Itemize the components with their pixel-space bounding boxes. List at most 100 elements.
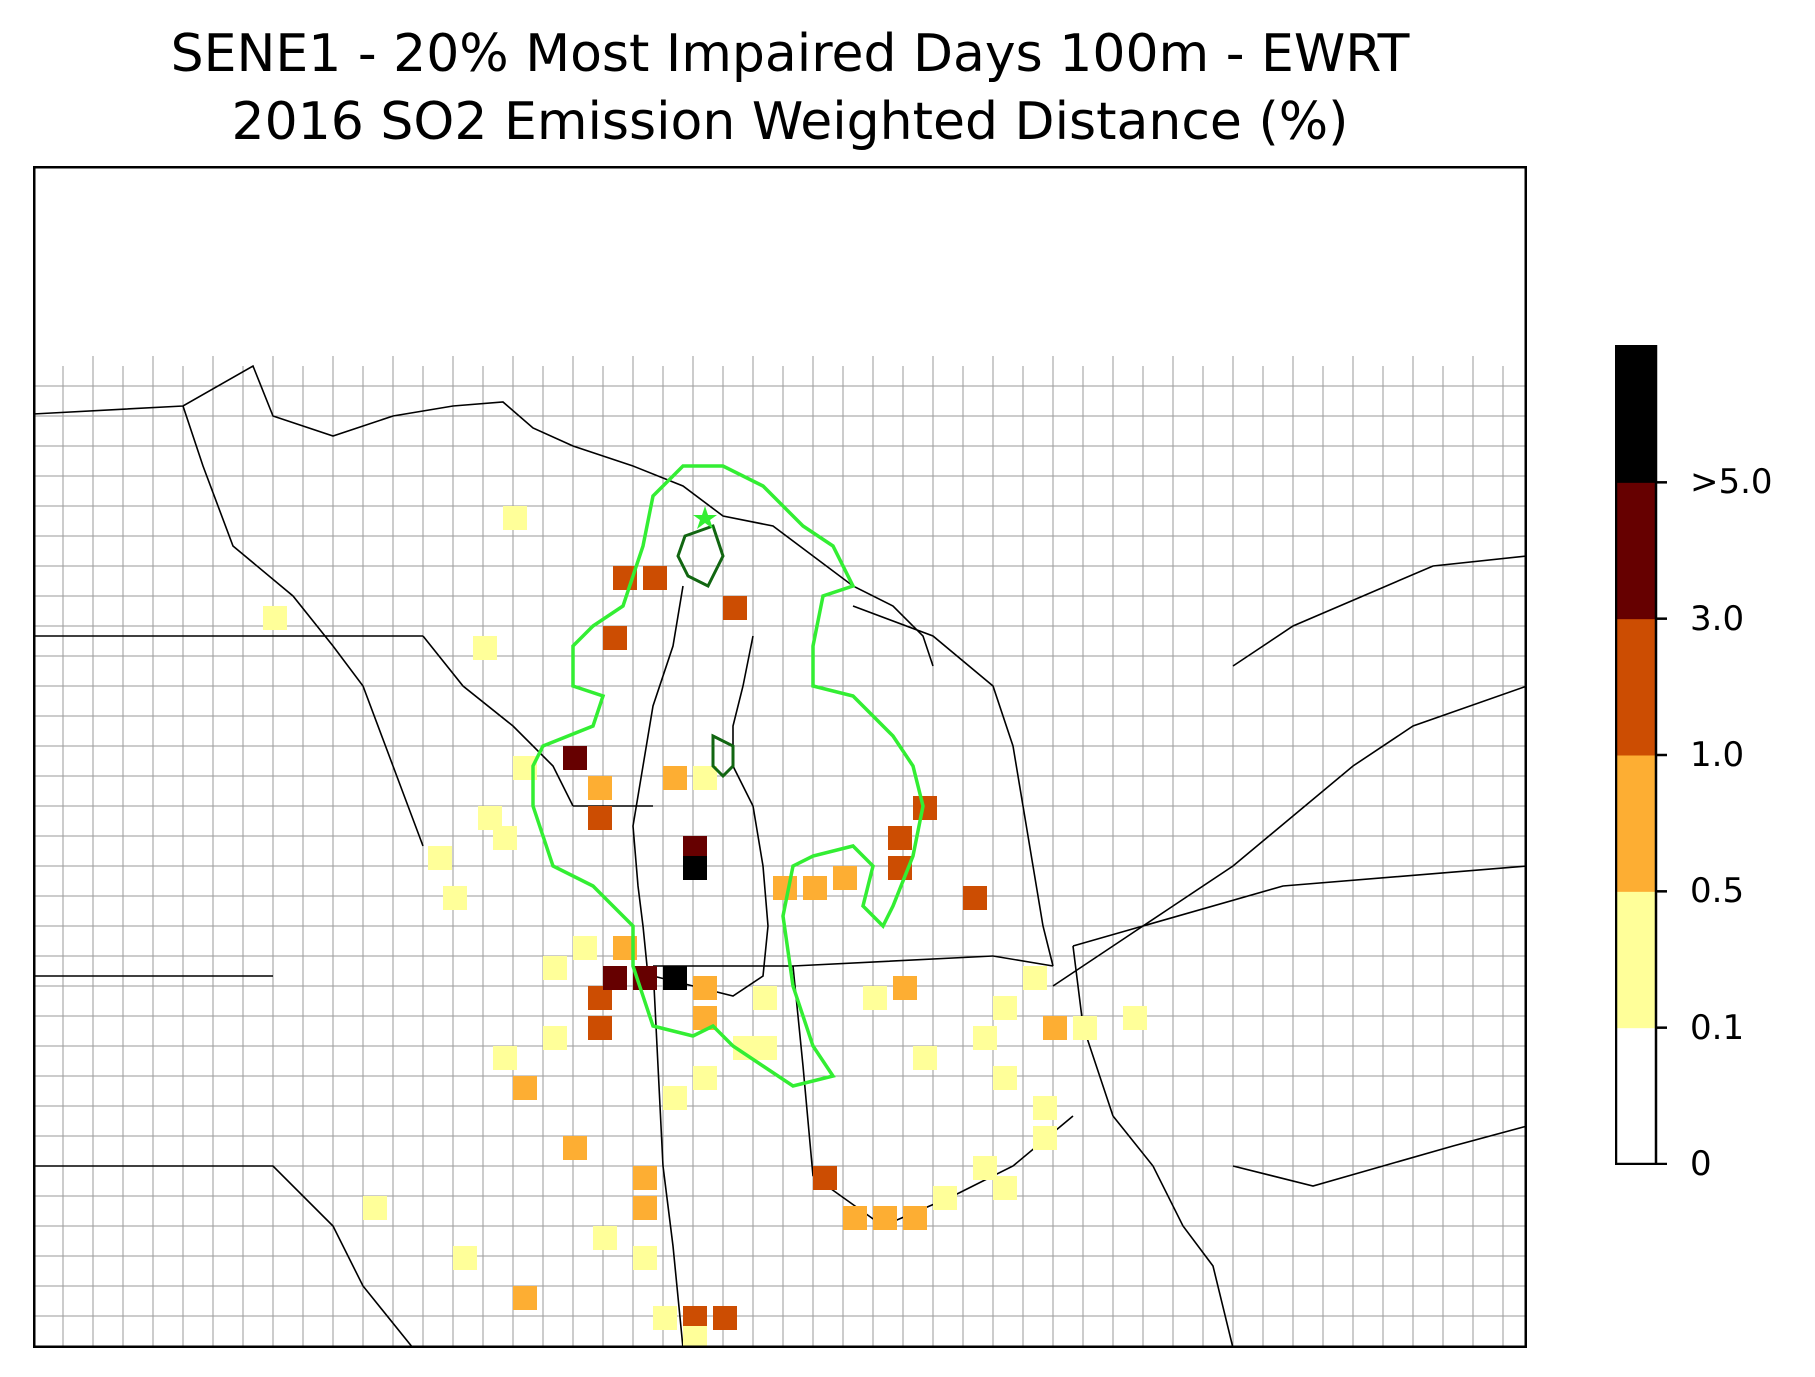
colorbar-tick-label: 0.1 <box>1690 1007 1745 1048</box>
emission-map <box>33 166 1527 1348</box>
emission-cell <box>753 986 777 1010</box>
emission-cell <box>713 1306 737 1330</box>
emission-cell <box>993 1176 1017 1200</box>
contour-inner-south <box>711 733 735 779</box>
emission-cell <box>428 846 452 870</box>
emission-cell <box>443 886 467 910</box>
emission-cell <box>543 956 567 980</box>
county-grid <box>33 356 1527 1348</box>
colorbar-tick-label: >5.0 <box>1690 462 1773 503</box>
map-background <box>33 166 1527 1348</box>
emission-cell <box>633 1246 657 1270</box>
emission-cell <box>603 966 627 990</box>
chart-title-line2: 2016 SO2 Emission Weighted Distance (%) <box>231 92 1349 152</box>
colorbar-tick-label: 3.0 <box>1690 598 1745 639</box>
emission-cell <box>1043 1016 1067 1040</box>
emission-cell <box>693 976 717 1000</box>
colorbar-segment <box>1616 891 1656 1029</box>
emission-cell <box>683 1326 707 1348</box>
state-line-ia-wi-il <box>422 635 574 807</box>
emission-cell <box>653 1306 677 1330</box>
emission-cell <box>693 1066 717 1090</box>
emission-cell <box>493 1046 517 1070</box>
emission-cell <box>663 766 687 790</box>
colorbar-segment <box>1616 755 1656 892</box>
emission-cell <box>803 876 827 900</box>
emission-cell <box>873 1206 897 1230</box>
emission-cell <box>913 1046 937 1070</box>
colorbar-tick-label: 1.0 <box>1690 735 1745 775</box>
emission-cell <box>723 596 747 620</box>
emission-cell <box>503 506 527 530</box>
emission-cell <box>893 976 917 1000</box>
contour-inner-north <box>676 524 725 589</box>
emission-cell <box>833 866 857 890</box>
emission-cell <box>603 626 627 650</box>
lake-ontario-shore <box>1232 555 1527 667</box>
emission-cell <box>633 1196 657 1220</box>
colorbar <box>1615 345 1667 1165</box>
colorbar-segment <box>1616 1027 1656 1165</box>
emission-cell <box>963 886 987 910</box>
emission-cell <box>588 806 612 830</box>
emission-cell <box>1033 1096 1057 1120</box>
state-line-pa-ny <box>1072 865 1527 947</box>
lake-michigan-west-shore <box>632 585 684 977</box>
emission-cell <box>473 636 497 660</box>
emission-cell <box>813 1166 837 1190</box>
emission-cell <box>683 856 707 880</box>
emission-cell <box>843 1206 867 1230</box>
emission-cell <box>573 936 597 960</box>
lake-huron-shore <box>852 605 1054 967</box>
emission-cell <box>493 826 517 850</box>
colorbar-segment <box>1616 346 1656 483</box>
emission-cell <box>903 1206 927 1230</box>
emission-cell <box>773 876 797 900</box>
emission-cell <box>1033 1126 1057 1150</box>
emission-cell <box>263 606 287 630</box>
colorbar-tick-label: 0.5 <box>1690 871 1745 912</box>
emission-cell <box>993 996 1017 1020</box>
emission-cell <box>643 566 667 590</box>
emission-cell <box>1073 1016 1097 1040</box>
emission-cell <box>913 796 937 820</box>
state-line-va-md <box>1232 1125 1527 1187</box>
emission-cell <box>363 1196 387 1220</box>
colorbar-segment <box>1616 618 1656 756</box>
contour-outer <box>531 464 925 1088</box>
emission-cell <box>563 1136 587 1160</box>
emission-cell <box>588 776 612 800</box>
emission-cell <box>993 1066 1017 1090</box>
emission-cell <box>863 986 887 1010</box>
emission-cell <box>888 826 912 850</box>
state-line-il-in <box>652 965 684 1348</box>
lake-erie-shore <box>1052 685 1527 987</box>
state-line-mi-oh <box>992 955 1054 967</box>
colorbar-segment <box>1616 482 1656 620</box>
state-line-mn-wi <box>182 405 424 847</box>
lake-michigan-east-shore <box>652 635 769 997</box>
emission-cell <box>663 1086 687 1110</box>
emission-cell <box>513 1076 537 1100</box>
emission-cell <box>1123 1006 1147 1030</box>
emission-cell <box>693 766 717 790</box>
map-frame <box>33 166 1527 1348</box>
emission-cell <box>1023 966 1047 990</box>
emission-cell <box>633 1166 657 1190</box>
state-line-wv <box>1112 1115 1234 1348</box>
site-star-icon <box>693 506 717 529</box>
emission-cell <box>663 966 687 990</box>
emission-cell <box>593 1226 617 1250</box>
emission-cell <box>933 1186 957 1210</box>
emission-cell <box>588 1016 612 1040</box>
contours <box>531 464 925 1088</box>
emission-cell <box>973 1026 997 1050</box>
colorbar-tick-label: 0 <box>1690 1144 1712 1184</box>
state-line-mo-il <box>33 1165 414 1348</box>
emission-cell <box>513 1286 537 1310</box>
emission-cell <box>753 1036 777 1060</box>
grid-cells <box>263 506 1147 1348</box>
chart-title-line1: SENE1 - 20% Most Impaired Days 100m - EW… <box>170 24 1410 84</box>
emission-cell <box>563 746 587 770</box>
emission-cell <box>543 1026 567 1050</box>
